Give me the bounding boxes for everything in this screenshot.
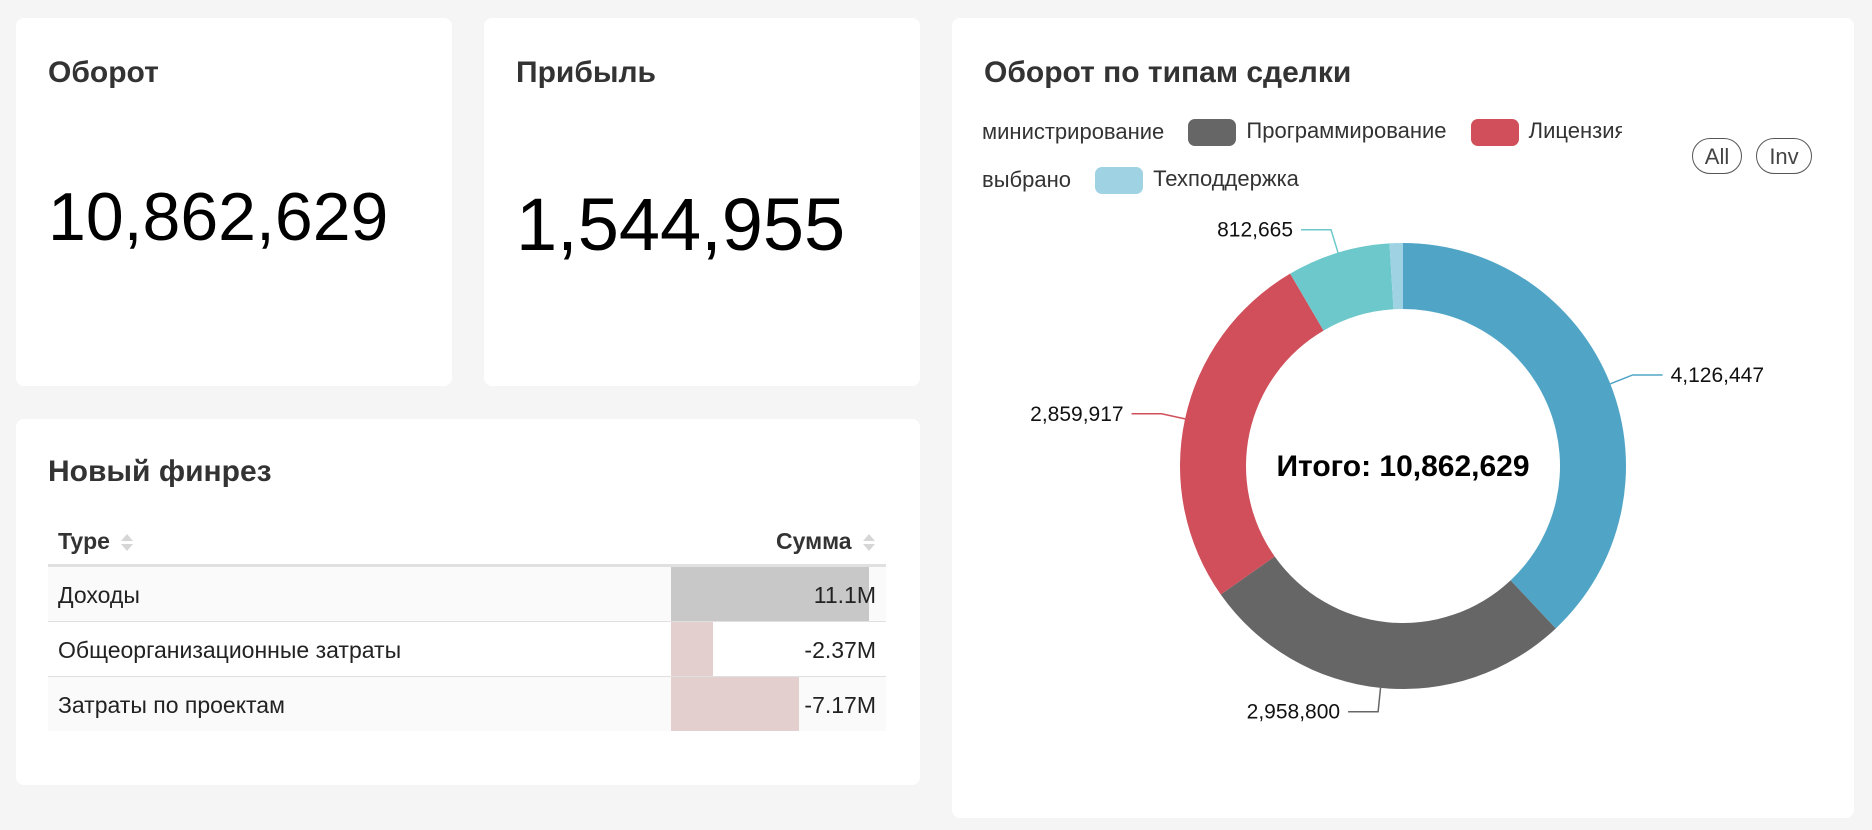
slice-value-label: 2,859,917: [1030, 403, 1123, 426]
table-row: Затраты по проектам -7.17M: [48, 677, 886, 731]
legend-swatch: [1470, 119, 1519, 147]
row-type: Затраты по проектам: [58, 692, 285, 718]
table-header: Type Сумма: [48, 514, 886, 567]
donut-slice[interactable]: [1290, 243, 1394, 331]
legend-row-1: министрирование Программирование Лицензи…: [982, 118, 1622, 154]
profit-card: Прибыль 1,544,955: [484, 18, 920, 386]
row-sum: -7.17M: [804, 692, 876, 718]
turnover-value: 10,862,629: [48, 179, 389, 255]
table-row: Общеорганизационные затраты -2.37M: [48, 622, 886, 677]
sort-icon[interactable]: [862, 532, 876, 554]
finrez-table: Type Сумма Доходы 11.1M Общеорганизацион…: [48, 514, 886, 731]
finrez-card: Новый финрез Type Сумма Доходы 11.1M Общ…: [16, 419, 920, 785]
column-header-sum-label: Сумма: [775, 528, 852, 554]
slice-value-label: 2,958,800: [1247, 701, 1340, 724]
column-header-type-label: Type: [58, 528, 110, 554]
sort-icon[interactable]: [120, 532, 134, 554]
table-row: Доходы 11.1M: [48, 567, 886, 622]
legend-label: Лицензия: [1528, 118, 1622, 144]
row-sum: -2.37M: [804, 637, 876, 663]
inv-button[interactable]: Inv: [1756, 138, 1812, 174]
donut-slice[interactable]: [1220, 556, 1556, 690]
turnover-title: Оборот: [48, 56, 159, 89]
value-bar: [671, 622, 714, 676]
label-leader-line: [1301, 228, 1339, 253]
row-sum: 11.1M: [813, 582, 876, 608]
value-bar: [671, 567, 869, 621]
legend-item[interactable]: Программирование: [1188, 118, 1447, 147]
legend-swatch: [1188, 119, 1237, 147]
column-header-type[interactable]: Type: [58, 528, 134, 555]
legend-item[interactable]: Техподдержка: [1095, 166, 1299, 195]
legend-label: министрирование: [982, 119, 1165, 145]
value-bar: [671, 677, 799, 731]
label-leader-line: [1610, 374, 1663, 385]
donut-slice[interactable]: [1389, 243, 1403, 310]
label-leader-line: [1131, 413, 1186, 420]
all-button[interactable]: All: [1692, 138, 1742, 174]
profit-title: Прибыль: [516, 56, 656, 89]
donut-card: Оборот по типам сделки министрирование П…: [952, 18, 1854, 818]
legend-row-2: выбрано Техподдержка: [982, 166, 1622, 202]
column-header-sum[interactable]: Сумма: [776, 528, 876, 555]
legend-item[interactable]: выбрано: [982, 167, 1071, 193]
legend-label: Техподдержка: [1153, 166, 1299, 192]
donut-slice[interactable]: [1403, 243, 1626, 629]
finrez-title: Новый финрез: [48, 455, 272, 488]
turnover-card: Оборот 10,862,629: [16, 18, 452, 386]
legend-item[interactable]: министрирование: [982, 119, 1164, 145]
label-leader-line: [1348, 687, 1382, 713]
legend-label: выбрано: [982, 167, 1071, 193]
donut-chart: 4,126,447 2,958,800 2,859,917 812,665 Итого:…: [1030, 219, 1764, 724]
donut-slice[interactable]: [1180, 273, 1324, 595]
slice-value-label: 812,665: [1217, 219, 1293, 242]
row-type: Доходы: [58, 582, 140, 608]
profit-value: 1,544,955: [516, 183, 846, 266]
legend-label: Программирование: [1246, 118, 1447, 144]
donut-title: Оборот по типам сделки: [984, 56, 1352, 89]
donut-total-label: Итого: 10,862,629: [1276, 450, 1529, 483]
legend-item[interactable]: Лицензия: [1470, 118, 1622, 147]
slice-value-label: 4,126,447: [1671, 364, 1764, 387]
legend-swatch: [1095, 167, 1144, 195]
row-type: Общеорганизационные затраты: [58, 637, 402, 663]
